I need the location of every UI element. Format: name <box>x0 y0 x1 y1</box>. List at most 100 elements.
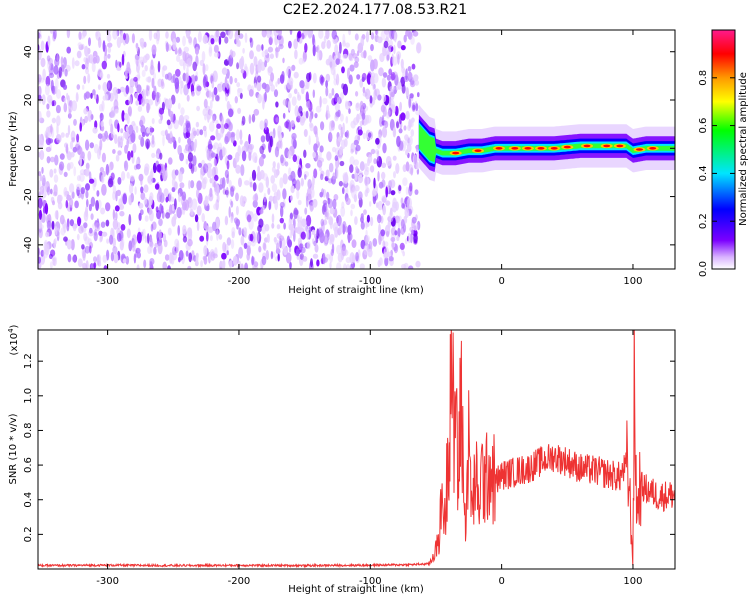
noise-speckle <box>53 184 58 197</box>
noise-speckle <box>298 57 304 65</box>
noise-speckle <box>107 42 113 48</box>
noise-speckle <box>382 240 386 248</box>
noise-speckle <box>320 173 324 181</box>
noise-speckle <box>382 204 387 216</box>
noise-speckle <box>204 129 207 138</box>
noise-speckle <box>251 255 255 266</box>
signal-peak <box>636 148 643 151</box>
noise-speckle <box>408 265 414 269</box>
noise-speckle <box>351 239 357 249</box>
noise-speckle <box>259 209 264 215</box>
noise-speckle <box>112 185 117 195</box>
noise-speckle <box>110 252 114 262</box>
noise-speckle <box>305 100 311 109</box>
noise-speckle <box>66 92 69 100</box>
noise-speckle <box>394 230 398 236</box>
noise-speckle <box>84 45 89 57</box>
noise-speckle <box>92 127 98 134</box>
noise-speckle <box>392 155 397 161</box>
noise-speckle <box>326 39 332 49</box>
noise-speckle <box>407 66 412 72</box>
noise-speckle <box>341 66 345 74</box>
noise-speckle <box>232 255 238 266</box>
noise-speckle <box>387 109 391 116</box>
noise-speckle <box>415 102 418 110</box>
noise-speckle <box>46 156 51 164</box>
noise-speckle <box>282 99 288 106</box>
noise-speckle <box>236 62 240 70</box>
noise-speckle <box>194 214 199 223</box>
noise-speckle <box>329 262 332 269</box>
noise-speckle <box>188 252 192 263</box>
noise-speckle <box>127 150 131 161</box>
noise-speckle <box>141 61 144 68</box>
noise-speckle <box>275 81 278 87</box>
noise-speckle <box>56 115 61 127</box>
noise-speckle <box>209 73 215 83</box>
noise-speckle <box>100 221 106 228</box>
noise-speckle <box>48 138 54 144</box>
noise-speckle <box>402 164 407 173</box>
noise-speckle <box>140 41 144 47</box>
noise-speckle <box>412 104 416 111</box>
noise-speckle <box>407 72 413 80</box>
noise-speckle <box>172 38 177 51</box>
noise-speckle <box>342 40 346 47</box>
noise-speckle <box>182 201 187 211</box>
noise-speckle <box>242 47 245 54</box>
noise-speckle <box>260 135 266 143</box>
noise-speckle <box>353 61 359 68</box>
noise-speckle <box>199 129 204 136</box>
snr-ylabel: SNR (10 * v/v) <box>8 413 19 484</box>
noise-speckle <box>145 138 151 149</box>
xtick-label: -200 <box>228 576 251 587</box>
noise-speckle <box>85 183 90 191</box>
noise-speckle <box>205 64 209 72</box>
noise-speckle <box>351 187 357 199</box>
noise-speckle <box>182 236 188 243</box>
noise-speckle <box>41 166 44 174</box>
noise-speckle <box>88 37 91 47</box>
noise-speckle <box>38 94 42 101</box>
noise-speckle <box>155 153 159 159</box>
signal-peak <box>474 149 482 152</box>
noise-speckle <box>90 196 96 207</box>
noise-speckle <box>112 218 119 230</box>
noise-speckle <box>38 85 42 97</box>
noise-speckle <box>323 35 327 44</box>
noise-speckle <box>357 191 363 201</box>
noise-speckle <box>297 91 300 98</box>
noise-speckle <box>282 112 286 119</box>
noise-speckle <box>185 158 189 165</box>
noise-speckle <box>274 146 279 158</box>
noise-speckle <box>408 96 412 109</box>
snr-multiplier: (x104) <box>7 324 20 355</box>
noise-speckle <box>65 132 69 138</box>
noise-speckle <box>332 198 337 209</box>
noise-speckle <box>359 100 364 112</box>
noise-speckle <box>244 180 250 186</box>
noise-speckle <box>56 53 59 64</box>
noise-speckle <box>82 30 87 37</box>
noise-speckle <box>235 164 241 174</box>
noise-speckle <box>71 100 78 112</box>
noise-speckle <box>134 92 138 100</box>
noise-speckle <box>319 96 322 108</box>
noise-speckle <box>209 99 213 110</box>
noise-speckle <box>328 216 334 226</box>
noise-speckle <box>376 214 382 224</box>
noise-speckle <box>199 235 205 242</box>
noise-speckle <box>147 207 153 215</box>
noise-speckle <box>185 30 191 39</box>
noise-speckle <box>400 45 406 51</box>
noise-speckle <box>49 261 53 269</box>
noise-speckle <box>388 211 394 223</box>
noise-speckle <box>353 139 359 146</box>
noise-speckle <box>331 88 335 96</box>
noise-speckle <box>63 102 68 113</box>
noise-speckle <box>169 130 173 139</box>
noise-speckle <box>168 157 173 165</box>
noise-speckle <box>49 156 56 163</box>
noise-speckle <box>309 205 314 211</box>
noise-speckle <box>408 185 413 197</box>
